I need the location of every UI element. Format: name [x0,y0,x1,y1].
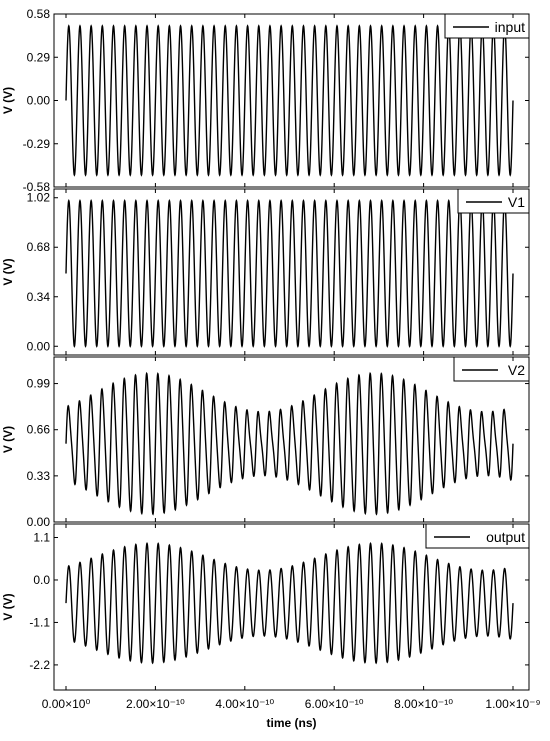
legend-box [444,13,530,39]
legend-box [425,523,530,549]
y-tick-label: 0.00 [27,94,51,108]
series-line-input [65,24,514,177]
y-tick-label: 0.68 [27,240,51,254]
y-axis-title: V (V) [1,258,15,285]
series-line-V1 [65,198,514,348]
y-tick-label: 0.0 [33,573,50,587]
x-tick-label: 2.00×10⁻¹⁰ [126,697,185,711]
x-tick-label: 8.00×10⁻¹⁰ [394,697,453,711]
y-axis-title: V (V) [1,426,15,453]
plot-frame [53,188,530,356]
legend-label: V2 [508,362,525,378]
legend-label: V1 [508,194,525,210]
x-tick-label: 0.00×10⁰ [42,697,91,711]
y-tick-label: -2.2 [29,658,50,672]
y-tick-label: 0.29 [27,50,51,64]
y-tick-label: 0.33 [27,469,51,483]
y-axis-title: V (V) [1,593,15,620]
y-tick-label: 0.99 [27,377,51,391]
panel-output: -2.2 -1.1 0.0 1.1 V (V) output [1,523,530,691]
plot-frame [53,523,530,691]
y-tick-label: 1.02 [27,191,51,205]
legend-label: output [486,529,525,545]
y-tick-label: -0.58 [23,180,51,194]
y-tick-label: 0.00 [27,515,51,529]
plot-frame [53,356,530,523]
y-tick-label: 0.58 [27,7,51,21]
y-tick-label: -0.29 [23,137,51,151]
x-tick-label: 4.00×10⁻¹⁰ [215,697,274,711]
panel-V2: 0.00 0.33 0.66 0.99 V (V) V2 [1,356,530,529]
y-tick-label: 0.00 [27,339,51,353]
legend-label: input [495,19,525,35]
y-tick-label: 0.66 [27,423,51,437]
x-tick-label: 6.00×10⁻¹⁰ [305,697,364,711]
series-line-output [65,541,514,665]
y-tick-label: 0.34 [27,290,51,304]
legend-box [457,188,530,214]
panel-input: -0.58 -0.29 0.00 0.29 0.58 V (V) input [1,7,530,194]
y-tick-label: 1.1 [33,531,50,545]
panel-V1: 0.00 0.34 0.68 1.02 V (V) V1 [1,188,530,356]
legend-box [453,356,530,382]
y-tick-label: -1.1 [29,615,50,629]
series-line-V2 [65,371,514,516]
x-axis-title: time (ns) [266,716,316,730]
x-tick-label: 1.00×10⁻⁹ [485,697,540,711]
y-axis-title: V (V) [1,87,15,114]
